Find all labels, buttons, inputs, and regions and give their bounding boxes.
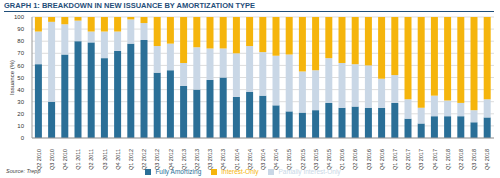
- svg-text:Q4 2014: Q4 2014: [273, 149, 279, 170]
- html-text:GRAPH 1: BREAKDOWN IN NEW ISSU: GRAPH 1: BREAKDOWN IN NEW ISSUANCE BY AM…: [4, 1, 256, 10]
- svg-text:Q1 2018: Q1 2018: [445, 149, 451, 170]
- svg-text:Q2 2015: Q2 2015: [300, 149, 306, 170]
- svg-text:Q3 2013: Q3 2013: [207, 149, 213, 170]
- svg-text:Q2 2011: Q2 2011: [88, 149, 94, 170]
- svg-text:70: 70: [17, 50, 24, 56]
- svg-text:Q4 2015: Q4 2015: [326, 149, 332, 170]
- svg-text:Q2 2010: Q2 2010: [36, 149, 42, 170]
- svg-text:Q1 2017: Q1 2017: [392, 149, 398, 170]
- svg-text:Q1 2016: Q1 2016: [339, 149, 345, 170]
- svg-text:Q4 2017: Q4 2017: [432, 149, 438, 170]
- svg-text:Q3 2010: Q3 2010: [49, 149, 55, 170]
- svg-text:Q4 2010: Q4 2010: [62, 149, 68, 170]
- svg-text:80: 80: [17, 38, 24, 44]
- svg-text:Q4 2013: Q4 2013: [220, 149, 226, 170]
- svg-text:Q4 2012: Q4 2012: [168, 149, 174, 170]
- html-text:Interest-Only: Interest-Only: [221, 168, 259, 175]
- svg-text:Q3 2018: Q3 2018: [471, 149, 477, 170]
- svg-text:Q2 2018: Q2 2018: [458, 149, 464, 170]
- svg-text:Q2 2013: Q2 2013: [194, 149, 200, 170]
- html-text:Fully Amortizing: Fully Amortizing: [155, 168, 202, 175]
- svg-text:Q1 2012: Q1 2012: [128, 149, 134, 170]
- html-text:Source: Trepp: Source: Trepp: [6, 168, 41, 174]
- svg-text:30: 30: [17, 99, 24, 105]
- svg-text:100: 100: [14, 14, 25, 20]
- svg-text:10: 10: [17, 123, 24, 129]
- svg-text:40: 40: [17, 87, 24, 93]
- svg-text:Q2 2017: Q2 2017: [405, 149, 411, 170]
- html-text:Partially Interest-Only: Partially Interest-Only: [278, 168, 341, 175]
- svg-text:Q1 2014: Q1 2014: [234, 149, 240, 170]
- svg-text:50: 50: [17, 75, 24, 81]
- svg-text:Issuance (%): Issuance (%): [9, 60, 15, 95]
- svg-text:Q4 2018: Q4 2018: [484, 149, 490, 170]
- svg-text:90: 90: [17, 26, 24, 32]
- svg-text:60: 60: [17, 63, 24, 69]
- svg-text:Q3 2015: Q3 2015: [313, 149, 319, 170]
- svg-text:Q3 2011: Q3 2011: [102, 149, 108, 170]
- svg-text:Q3 2012: Q3 2012: [154, 149, 160, 170]
- svg-text:Q1 2015: Q1 2015: [286, 149, 292, 170]
- svg-text:Q4 2016: Q4 2016: [379, 149, 385, 170]
- svg-text:Q1 2013: Q1 2013: [181, 149, 187, 170]
- svg-text:Q4 2011: Q4 2011: [115, 149, 121, 170]
- svg-text:Q3 2017: Q3 2017: [418, 149, 424, 170]
- svg-text:20: 20: [17, 111, 24, 117]
- svg-text:Q2 2016: Q2 2016: [352, 149, 358, 170]
- svg-text:Q3 2014: Q3 2014: [260, 149, 266, 170]
- svg-text:0: 0: [21, 135, 25, 141]
- svg-text:Q2 2012: Q2 2012: [141, 149, 147, 170]
- svg-text:Q3 2016: Q3 2016: [366, 149, 372, 170]
- svg-text:Q2 2014: Q2 2014: [247, 149, 253, 170]
- svg-text:Q1 2011: Q1 2011: [75, 149, 81, 170]
